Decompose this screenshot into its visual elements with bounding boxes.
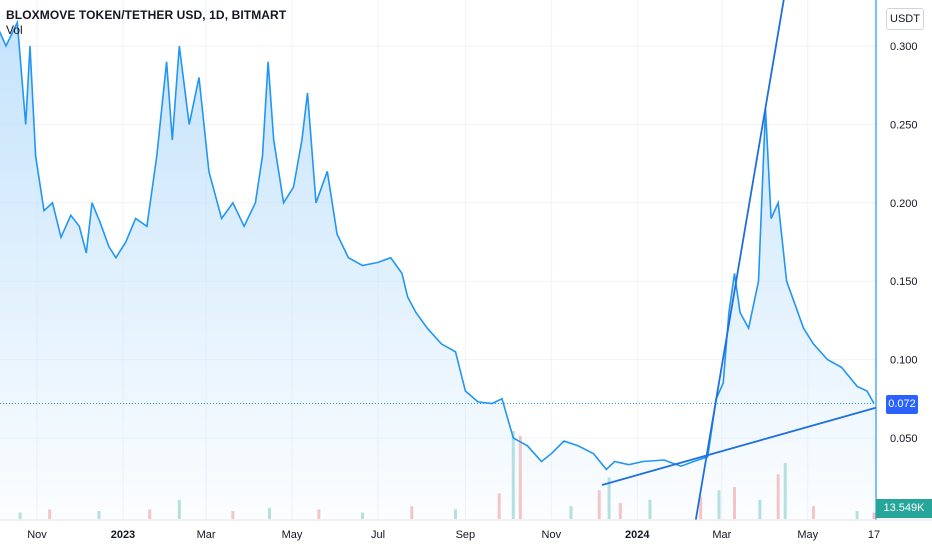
- y-tick-label: 0.200: [890, 198, 918, 210]
- y-tick-label: 0.300: [890, 41, 918, 53]
- price-area: [0, 22, 874, 520]
- x-tick-label: Mar: [712, 529, 731, 541]
- trendline-drawing[interactable]: [694, 0, 785, 524]
- x-tick-label: May: [282, 529, 303, 541]
- current-volume-label: 13.549K: [876, 499, 932, 518]
- legend: BLOXMOVE TOKEN/TETHER USD, 1D, BITMART V…: [6, 8, 286, 38]
- x-tick-label: May: [797, 529, 818, 541]
- trendline-drawing[interactable]: [601, 406, 880, 486]
- y-tick-label: 0.100: [890, 355, 918, 367]
- y-tick-label: 0.250: [890, 119, 918, 131]
- price-line[interactable]: [0, 19, 875, 471]
- x-tick-label: Sep: [456, 529, 476, 541]
- x-tick-label: Jul: [371, 529, 385, 541]
- current-price-label: 0.072: [886, 395, 918, 414]
- x-tick-label: 2023: [111, 529, 135, 541]
- x-tick-label: 17: [868, 529, 880, 541]
- x-tick-label: Nov: [542, 529, 562, 541]
- symbol-title: BLOXMOVE TOKEN/TETHER USD, 1D, BITMART: [6, 8, 287, 22]
- x-tick-label: Mar: [197, 529, 216, 541]
- x-tick-label: 2024: [625, 529, 650, 541]
- currency-selector[interactable]: USDT: [886, 8, 924, 30]
- y-tick-label: 0.150: [890, 276, 918, 288]
- series-group: [0, 0, 880, 524]
- y-tick-label: 0.050: [890, 433, 918, 445]
- x-tick-label: Nov: [27, 529, 47, 541]
- volume-label: Vol: [6, 23, 23, 37]
